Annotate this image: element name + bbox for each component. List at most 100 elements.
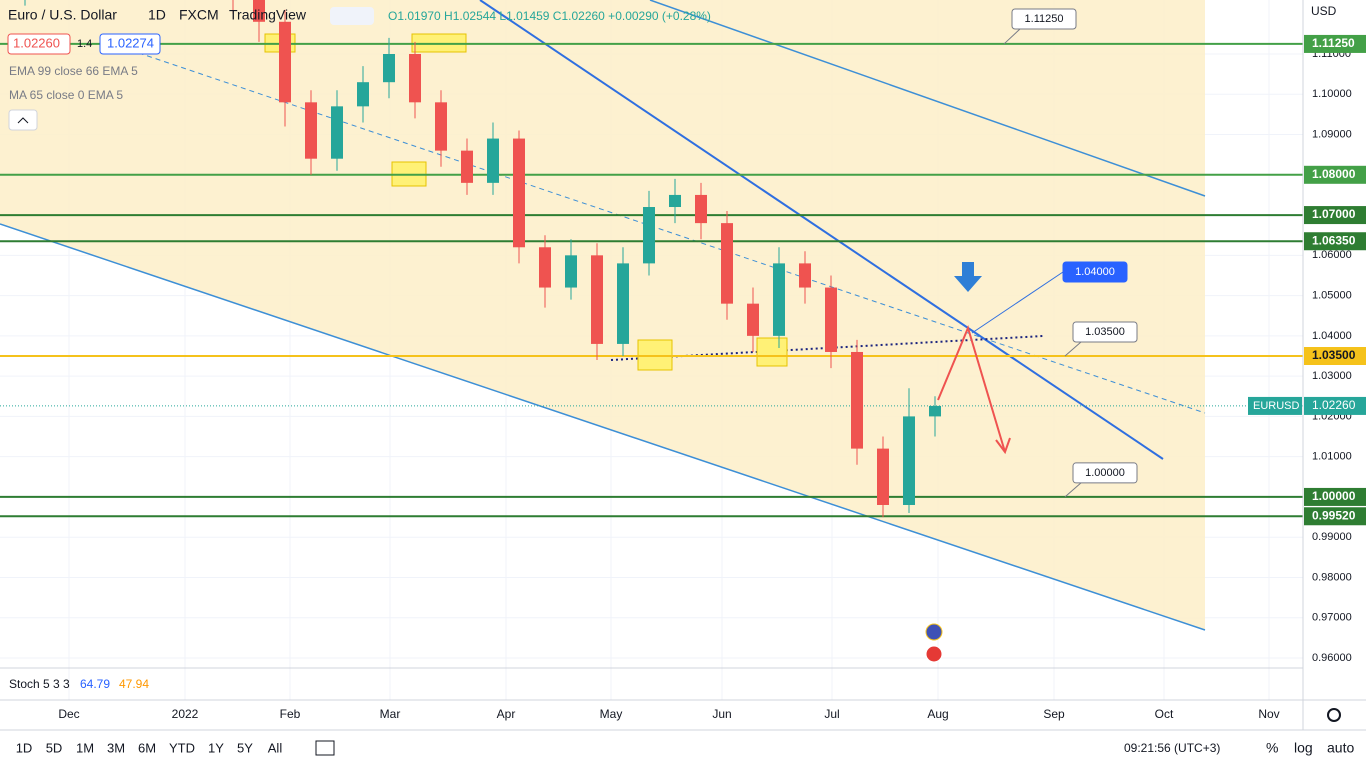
range-button[interactable]: 3M — [107, 740, 125, 755]
time-label: Feb — [280, 707, 301, 721]
candle-body — [617, 263, 629, 344]
time-label: Jun — [712, 707, 731, 721]
interval[interactable]: 1D — [148, 7, 166, 23]
level-tag-label: 1.07000 — [1312, 207, 1356, 221]
price-tick-label: 1.01000 — [1312, 451, 1352, 463]
price-tick-label: 1.04000 — [1312, 330, 1352, 342]
callout-pointer — [1064, 341, 1082, 357]
candle-body — [929, 405, 941, 417]
candle-body — [513, 138, 525, 248]
candle-body — [565, 255, 577, 288]
symbol-tag — [1248, 396, 1302, 415]
price-tick-label: 0.99000 — [1312, 531, 1352, 543]
channel-upper — [649, 0, 1206, 197]
symbol-tag-label: EURUSD — [1253, 400, 1300, 412]
candle-body — [487, 138, 499, 183]
candles — [24, 0, 941, 518]
percent-toggle[interactable]: % — [1266, 740, 1278, 756]
clock: 09:21:56 (UTC+3) — [1124, 741, 1220, 755]
indicator[interactable]: MA 65 close 0 EMA 5 — [9, 88, 123, 102]
price-tick-label: 1.09000 — [1312, 128, 1352, 140]
collapse-icon — [17, 117, 29, 124]
candle-body — [669, 194, 681, 208]
ask-box[interactable] — [99, 33, 161, 55]
toolbar: 1D 5D 1M 3M 6M YTD 1Y 5Y All — [16, 740, 335, 756]
level-tag — [1304, 507, 1366, 526]
callout-label: 1.11250 — [1025, 13, 1064, 25]
level-tag — [1304, 165, 1366, 184]
candle-body — [539, 247, 551, 288]
price-tick-label: 0.97000 — [1312, 612, 1352, 624]
stoch-k: 64.79 — [80, 677, 110, 691]
plot — [0, 0, 1303, 663]
range-button[interactable]: YTD — [169, 740, 195, 755]
broker: FXCM — [179, 7, 219, 23]
price-tick-label: 1.03000 — [1312, 370, 1352, 382]
candle-body — [799, 263, 811, 288]
last-price-label: 1.02260 — [1312, 398, 1356, 412]
time-axis: Dec 2022 Feb Mar Apr May Jun Jul Aug Sep Oct Nov — [58, 707, 1279, 721]
level-tag — [1304, 206, 1366, 225]
callout-box — [1072, 462, 1138, 484]
auto-toggle[interactable]: auto — [1327, 740, 1354, 756]
level-tag — [1304, 487, 1366, 506]
collapse-button[interactable] — [8, 109, 38, 131]
highlight — [756, 337, 788, 367]
price-tick-label: 0.96000 — [1312, 652, 1352, 664]
bid-box[interactable] — [7, 33, 71, 55]
indicator[interactable]: EMA 99 close 66 EMA 5 — [9, 64, 138, 78]
callout-label: 1.03500 — [1085, 326, 1125, 338]
price-tick-label: 1.05000 — [1312, 290, 1352, 302]
candle-body — [591, 255, 603, 344]
event-icon — [925, 623, 943, 641]
candle-body — [825, 287, 837, 352]
range-button[interactable]: 6M — [138, 740, 156, 755]
candle-body — [279, 21, 291, 103]
currency[interactable]: USD — [1311, 4, 1337, 18]
time-label: May — [600, 707, 623, 721]
range-button[interactable]: 1Y — [208, 740, 224, 755]
bid: 1.02260 — [13, 35, 60, 50]
candle-body — [331, 106, 343, 159]
settings-icon[interactable] — [1327, 708, 1341, 722]
candle-body — [253, 0, 265, 22]
callout-box — [1062, 261, 1128, 283]
candle-body — [643, 207, 655, 264]
time-label: Mar — [380, 707, 401, 721]
range-button[interactable]: 5D — [46, 740, 63, 755]
callout-pointer — [1064, 482, 1082, 498]
status-badge — [330, 7, 374, 25]
candle-body — [747, 303, 759, 336]
candle-body — [383, 54, 395, 83]
callout-pointer — [1003, 28, 1021, 45]
ohlc: O1.01970 H1.02544 L1.01459 C1.02260 +0.0… — [388, 9, 711, 23]
candle-body — [409, 54, 421, 103]
time-label: Oct — [1155, 707, 1174, 721]
range-button[interactable]: All — [268, 740, 283, 755]
stoch-name: Stoch 5 3 3 — [9, 677, 70, 691]
time-label: Jul — [824, 707, 839, 721]
range-button[interactable]: 1D — [16, 740, 33, 755]
forecast-arrow — [937, 325, 1006, 453]
candle-body — [877, 448, 889, 505]
spread: 1.4 — [77, 38, 92, 50]
candle-body — [357, 82, 369, 107]
source: TradingView — [229, 7, 307, 23]
level-tag-label: 1.03500 — [1312, 348, 1356, 362]
range-button[interactable]: 5Y — [237, 740, 253, 755]
level-tag-label: 1.00000 — [1312, 489, 1356, 503]
price-tick-label: 1.10000 — [1312, 88, 1352, 100]
down-arrow-icon — [954, 262, 982, 292]
stoch-d: 47.94 — [119, 677, 149, 691]
candle-body — [435, 102, 447, 151]
last-price-tag — [1304, 396, 1366, 415]
range-button[interactable]: 1M — [76, 740, 94, 755]
compare-icon[interactable] — [315, 740, 335, 756]
level-tag-label: 1.06350 — [1312, 233, 1356, 247]
time-label: Nov — [1258, 707, 1279, 721]
time-label: Apr — [497, 707, 516, 721]
level-tag — [1304, 232, 1366, 251]
price-tick-label: 0.98000 — [1312, 571, 1352, 583]
log-toggle[interactable]: log — [1294, 740, 1313, 756]
